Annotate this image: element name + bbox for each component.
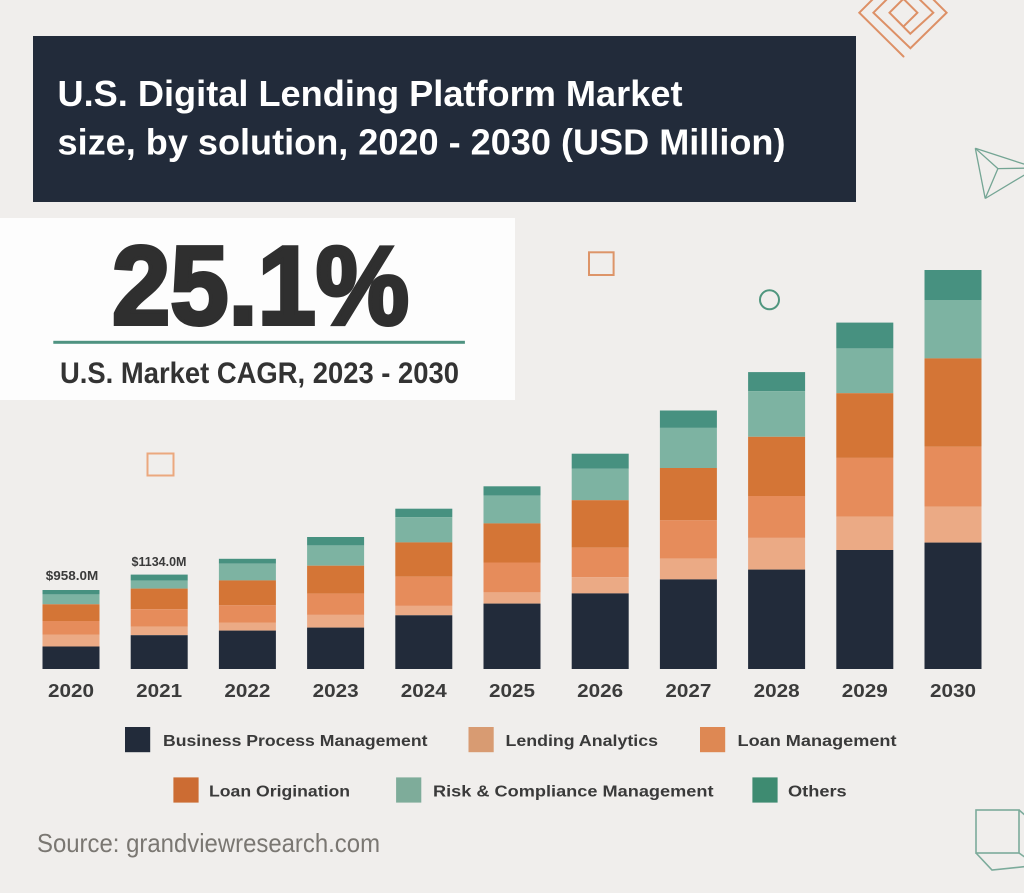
svg-text:2022: 2022: [224, 680, 270, 701]
svg-text:Loan Origination: Loan Origination: [209, 784, 350, 801]
svg-text:2027: 2027: [665, 680, 711, 701]
svg-text:Loan Management: Loan Management: [738, 733, 897, 750]
svg-text:Lending Analytics: Lending Analytics: [506, 733, 659, 750]
svg-text:2021: 2021: [136, 680, 182, 701]
svg-text:2023: 2023: [313, 680, 359, 701]
svg-text:$1134.0M: $1134.0M: [132, 555, 187, 569]
svg-text:size, by solution, 2020 - 2030: size, by solution, 2020 - 2030 (USD Mill…: [58, 122, 786, 163]
svg-text:U.S. Digital Lending Platform: U.S. Digital Lending Platform Market: [58, 73, 683, 114]
svg-text:2025: 2025: [489, 680, 535, 701]
svg-text:U.S. Market CAGR, 2023 - 2030: U.S. Market CAGR, 2023 - 2030: [60, 357, 459, 390]
svg-text:2026: 2026: [577, 680, 623, 701]
svg-text:Source: grandviewresearch.com: Source: grandviewresearch.com: [37, 830, 380, 858]
svg-text:2028: 2028: [754, 680, 800, 701]
svg-text:2024: 2024: [401, 680, 448, 701]
svg-text:2029: 2029: [842, 680, 888, 701]
svg-text:Risk & Compliance Management: Risk & Compliance Management: [433, 784, 714, 801]
svg-text:Others: Others: [788, 784, 847, 801]
svg-text:Business Process Management: Business Process Management: [163, 733, 428, 750]
svg-text:25.1%: 25.1%: [112, 224, 409, 348]
svg-text:2030: 2030: [930, 680, 976, 701]
svg-text:2020: 2020: [48, 680, 94, 701]
svg-text:$958.0M: $958.0M: [46, 569, 99, 583]
